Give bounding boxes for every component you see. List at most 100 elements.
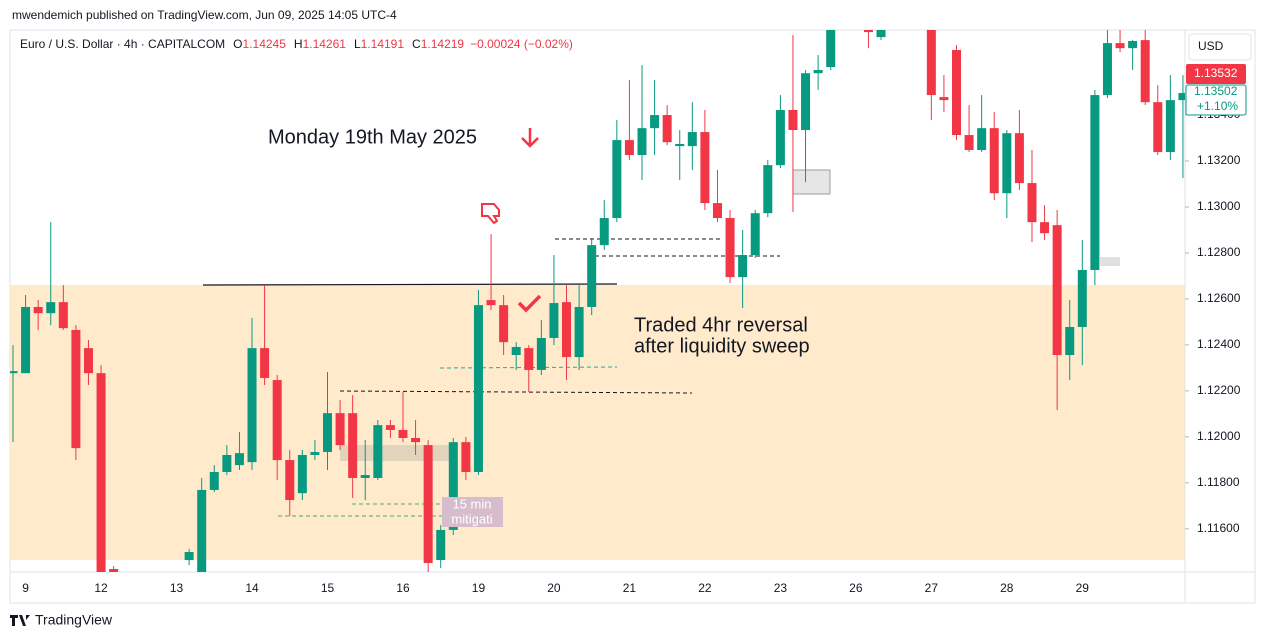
fvg-box	[340, 445, 450, 461]
candle-body	[335, 413, 345, 446]
last-price-box	[1186, 64, 1246, 84]
footer-brand: TradingView	[35, 612, 113, 628]
ohlc-value: 1.14245	[243, 37, 287, 51]
x-tick-label: 19	[472, 581, 486, 595]
x-tick-label: 29	[1076, 581, 1090, 595]
candle-body	[1128, 41, 1138, 49]
candle-body	[1153, 102, 1163, 153]
candle-body	[826, 30, 836, 68]
candle-body	[373, 425, 383, 478]
close-price-box	[1185, 84, 1247, 116]
y-tick-label: 1.12400	[1197, 337, 1241, 351]
candle-body	[1040, 222, 1050, 234]
candle-body	[499, 305, 509, 343]
candle-body	[1178, 92, 1185, 101]
change-percent: +1.10%	[1197, 99, 1238, 113]
axes: 1.134001.132001.130001.128001.126001.124…	[22, 107, 1240, 595]
candle-body	[1002, 133, 1012, 194]
currency-box[interactable]	[1188, 33, 1252, 61]
x-tick-label: 13	[170, 581, 184, 595]
ohlc-letter: L	[354, 37, 361, 51]
candle-body	[775, 109, 785, 166]
candle-body	[725, 218, 735, 278]
candle-body	[989, 128, 999, 194]
change: −0.00024 (−0.02%)	[470, 37, 573, 51]
candle-body	[574, 306, 584, 358]
candle-body	[863, 30, 873, 33]
candle-body	[222, 455, 232, 473]
candle-body	[360, 475, 370, 478]
candle-body	[687, 132, 697, 147]
annotation: mitigati	[451, 511, 492, 526]
candle-body	[234, 453, 244, 466]
candle-body	[10, 371, 18, 374]
candle-body	[637, 128, 647, 156]
currency: USD	[1198, 39, 1224, 53]
candle-body	[423, 445, 433, 564]
candle-body	[473, 305, 483, 473]
ohlc-letter: O	[233, 37, 242, 51]
candle-body	[1165, 100, 1175, 153]
candle-body	[46, 302, 56, 314]
candle-body	[83, 348, 93, 374]
candle-body	[436, 529, 446, 561]
x-tick-label: 23	[774, 581, 788, 595]
annotation: Monday 19th May 2025	[268, 126, 477, 148]
ohlc-value: 1.14219	[421, 37, 465, 51]
candle-body	[675, 144, 685, 147]
candle-body	[662, 115, 672, 143]
ohlc: O1.14245 H1.14261 L1.14191 C1.14219	[233, 37, 464, 51]
ohlc-value: 1.14191	[361, 37, 405, 51]
candle-body	[33, 306, 43, 314]
y-tick-label: 1.13200	[1197, 153, 1241, 167]
marker-box	[792, 169, 831, 195]
marker-box	[1100, 257, 1120, 266]
candle-body	[448, 442, 458, 530]
candle-body	[1014, 133, 1024, 184]
ohlc-letter: C	[412, 37, 421, 51]
candle-body	[247, 348, 257, 463]
candle-body	[411, 437, 421, 443]
candle-body	[348, 413, 358, 478]
candle-body	[461, 442, 471, 473]
y-tick-label: 1.12200	[1197, 383, 1241, 397]
candle-body	[813, 69, 823, 74]
candles	[10, 30, 1185, 572]
x-tick-label: 15	[321, 581, 335, 595]
x-tick-label: 27	[925, 581, 939, 595]
candle-body	[750, 213, 760, 256]
close-price: 1.13502	[1194, 84, 1238, 98]
candle-body	[209, 472, 219, 490]
candle-body	[939, 97, 949, 101]
liquidity-line	[202, 283, 618, 286]
y-tick-label: 1.11800	[1197, 475, 1240, 489]
candle-body	[310, 452, 320, 456]
published-by: mwendemich published on TradingView.com,…	[12, 8, 397, 22]
candle-body	[272, 380, 282, 461]
label-box	[442, 497, 503, 527]
candle-body	[1077, 269, 1087, 327]
symbol: Euro / U.S. Dollar · 4h · CAPITALCOM	[20, 37, 225, 51]
candle-body	[511, 346, 521, 356]
candle-body	[1090, 95, 1100, 270]
x-tick-label: 26	[849, 581, 863, 595]
candle-body	[612, 140, 622, 219]
candle-body	[96, 373, 106, 572]
candle-body	[260, 348, 270, 379]
check-icon	[517, 294, 542, 313]
x-tick-label: 14	[245, 581, 259, 595]
candle-body	[71, 329, 81, 449]
candle-body	[952, 49, 961, 136]
drawings	[202, 128, 1120, 517]
y-tick-label: 1.12600	[1197, 291, 1241, 305]
candle-body	[58, 302, 68, 329]
candle-body	[763, 165, 773, 214]
ohlc-letter: H	[294, 37, 303, 51]
candle-body	[599, 218, 609, 246]
annotation: Traded 4hr reversal	[634, 314, 808, 336]
candle-body	[109, 569, 119, 572]
candle-body	[562, 302, 572, 358]
candle-body	[738, 255, 748, 278]
candle-body	[486, 300, 496, 306]
